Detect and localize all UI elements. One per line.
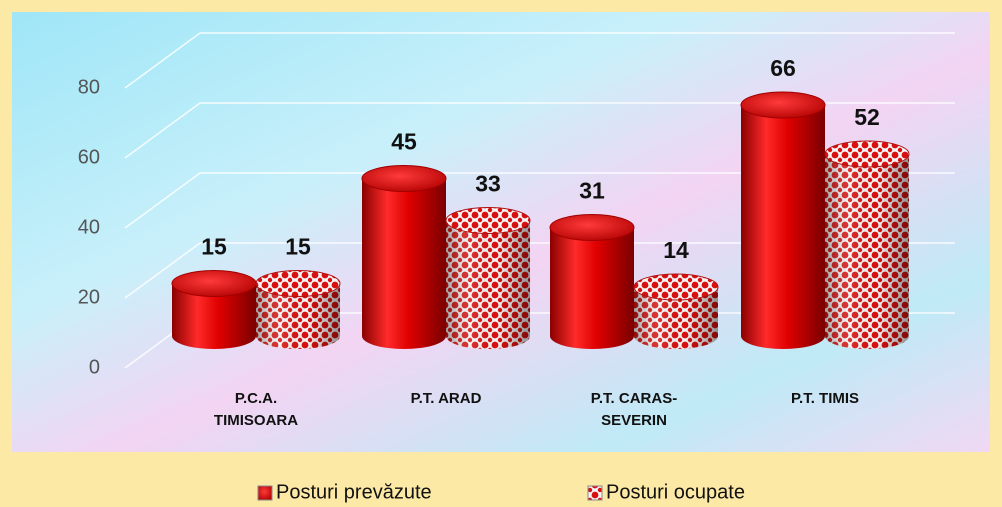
legend-label: Posturi prevăzute bbox=[276, 481, 432, 503]
bar bbox=[445, 207, 531, 349]
bar bbox=[633, 273, 719, 349]
y-tick-label: 80 bbox=[78, 76, 100, 98]
x-tick-label: P.T. CARAS-SEVERIN bbox=[590, 390, 678, 429]
data-label: 15 bbox=[201, 234, 227, 260]
bar bbox=[824, 140, 910, 349]
bar bbox=[549, 214, 635, 349]
bar bbox=[255, 270, 341, 349]
y-tick-label: 40 bbox=[78, 216, 100, 238]
y-tick-label: 0 bbox=[89, 356, 100, 378]
data-label: 15 bbox=[285, 234, 311, 260]
data-label: 14 bbox=[663, 237, 689, 263]
data-label: 66 bbox=[770, 55, 796, 81]
grid-line bbox=[124, 102, 955, 159]
bar bbox=[740, 91, 826, 349]
legend-label: Posturi ocupate bbox=[606, 481, 745, 503]
grid-line bbox=[124, 32, 955, 89]
x-tick-label: P.C.A. TIMISOARA bbox=[213, 390, 299, 429]
x-tick-label: P.T. ARAD bbox=[410, 390, 482, 407]
grid-line bbox=[124, 242, 955, 299]
x-tick-label: P.T. TIMIS bbox=[790, 390, 860, 407]
grid-line bbox=[124, 172, 955, 229]
data-label: 33 bbox=[475, 171, 501, 197]
legend-swatch bbox=[257, 485, 273, 501]
data-label: 52 bbox=[854, 104, 880, 130]
legend-swatch bbox=[587, 485, 603, 501]
bar bbox=[361, 165, 447, 349]
y-tick-label: 20 bbox=[78, 286, 100, 308]
bar bbox=[171, 270, 257, 349]
data-label: 45 bbox=[391, 129, 417, 155]
data-label: 31 bbox=[579, 178, 605, 204]
y-tick-label: 60 bbox=[78, 146, 100, 168]
